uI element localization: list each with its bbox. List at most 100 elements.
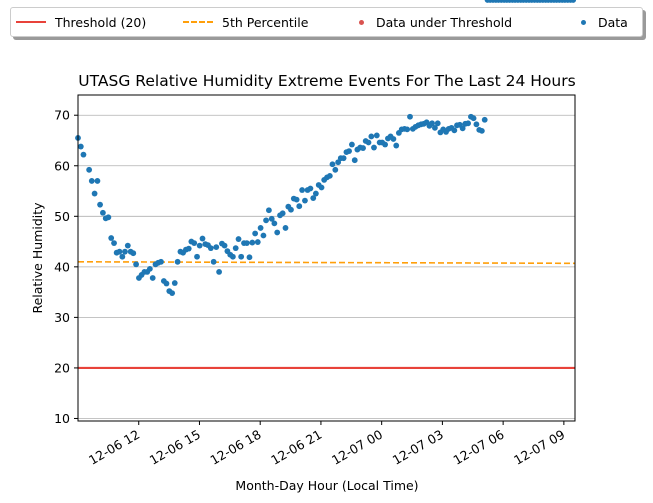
data-point [80, 151, 87, 158]
data-point [451, 127, 458, 134]
data-point [229, 253, 236, 260]
data-point [293, 196, 300, 203]
data-point [254, 239, 261, 245]
data-point [368, 133, 375, 140]
chart-title: UTASG Relative Humidity Extreme Events F… [78, 72, 575, 90]
legend-percentile-label: 5th Percentile [222, 14, 309, 30]
data-point [429, 120, 435, 127]
data-point [108, 235, 115, 241]
y-tick-label-50: 50 [54, 209, 70, 224]
data-point [382, 141, 389, 148]
data-point [213, 244, 220, 251]
axes-frame [77, 94, 576, 422]
data-point [133, 261, 140, 268]
data-dot-swatch [581, 19, 586, 25]
y-tick-label-20: 20 [54, 360, 70, 375]
y-axis-label: Relative Humidity [30, 202, 45, 314]
data-point [158, 258, 164, 265]
data-point [470, 115, 477, 122]
under-dot-swatch [359, 19, 364, 25]
data-point [459, 125, 466, 132]
data-point [130, 250, 137, 257]
data-point [340, 155, 347, 162]
data-point [266, 207, 272, 214]
data-point [191, 240, 198, 246]
data-point [210, 258, 217, 265]
data-point [249, 239, 256, 246]
data-point [77, 143, 84, 150]
data-point [332, 166, 339, 173]
data-point [185, 245, 192, 252]
data-point [407, 113, 413, 120]
data-point [169, 290, 176, 297]
x-axis-label: Month-Day Hour (Local Time) [235, 478, 418, 493]
legend-data-label: Data [598, 14, 628, 30]
data-point [473, 121, 480, 128]
data-point [318, 184, 325, 191]
data-point [122, 248, 128, 255]
data-point [235, 236, 242, 242]
x-tick-label-4: 12-07 00 [329, 427, 385, 468]
y-tick-label-40: 40 [54, 259, 70, 274]
data-point [263, 217, 269, 224]
data-point [390, 136, 397, 142]
data-point [105, 214, 112, 221]
data-point [257, 225, 264, 231]
x-tick-label-6: 12-07 06 [450, 427, 506, 468]
data-point [296, 203, 303, 210]
y-tick-label-70: 70 [54, 108, 70, 123]
data-point [146, 265, 153, 272]
percentile-line [77, 260, 576, 265]
x-tick-label-1: 12-06 15 [147, 427, 203, 468]
data-point [570, 0, 577, 3]
legend-item-percentile: 5th Percentile [183, 8, 308, 36]
data-point [97, 201, 103, 208]
data-point [116, 248, 123, 255]
threshold-line-swatch [16, 21, 46, 23]
data-point [302, 197, 308, 204]
data-point [252, 230, 259, 237]
x-tick-label-2: 12-06 18 [208, 427, 264, 468]
percentile-line-swatch [183, 21, 213, 23]
data-point [373, 132, 380, 139]
data-point [365, 139, 372, 146]
data-point [91, 190, 98, 197]
data-points [75, 0, 577, 297]
legend-item-data: Data [571, 8, 628, 36]
data-point [199, 235, 206, 242]
data-point [307, 185, 314, 192]
data-point [100, 209, 106, 216]
data-point [481, 116, 488, 123]
data-point [360, 145, 366, 151]
data-point [163, 280, 170, 287]
legend: Threshold (20) 5th Percentile Data under… [10, 7, 643, 37]
data-point [346, 148, 352, 155]
data-point [94, 178, 101, 184]
data-point [299, 187, 306, 193]
data-point [349, 141, 355, 148]
data-point [111, 240, 117, 246]
data-point [404, 126, 411, 133]
data-point [393, 142, 400, 149]
data-point [171, 280, 178, 286]
data-point [465, 120, 472, 127]
data-point [351, 157, 358, 164]
data-point [124, 242, 131, 249]
y-tick-label-30: 30 [54, 310, 70, 325]
data-point [268, 215, 275, 222]
x-axis-ticks: 12-06 12 12-06 15 12-06 18 12-06 21 12-07 00… [86, 421, 567, 468]
data-point [478, 127, 485, 134]
x-tick-label-7: 12-07 09 [511, 427, 567, 468]
data-point [207, 245, 214, 252]
legend-item-threshold: Threshold (20) [16, 8, 146, 36]
x-tick-label-3: 12-06 21 [268, 427, 324, 468]
data-point [243, 240, 250, 246]
data-point [260, 232, 267, 239]
data-point [432, 124, 438, 131]
data-point [282, 225, 289, 231]
legend-item-under: Data under Threshold [349, 8, 512, 36]
data-point [246, 254, 253, 261]
data-point [310, 195, 317, 202]
legend-under-label: Data under Threshold [376, 14, 513, 30]
data-point [221, 242, 228, 249]
